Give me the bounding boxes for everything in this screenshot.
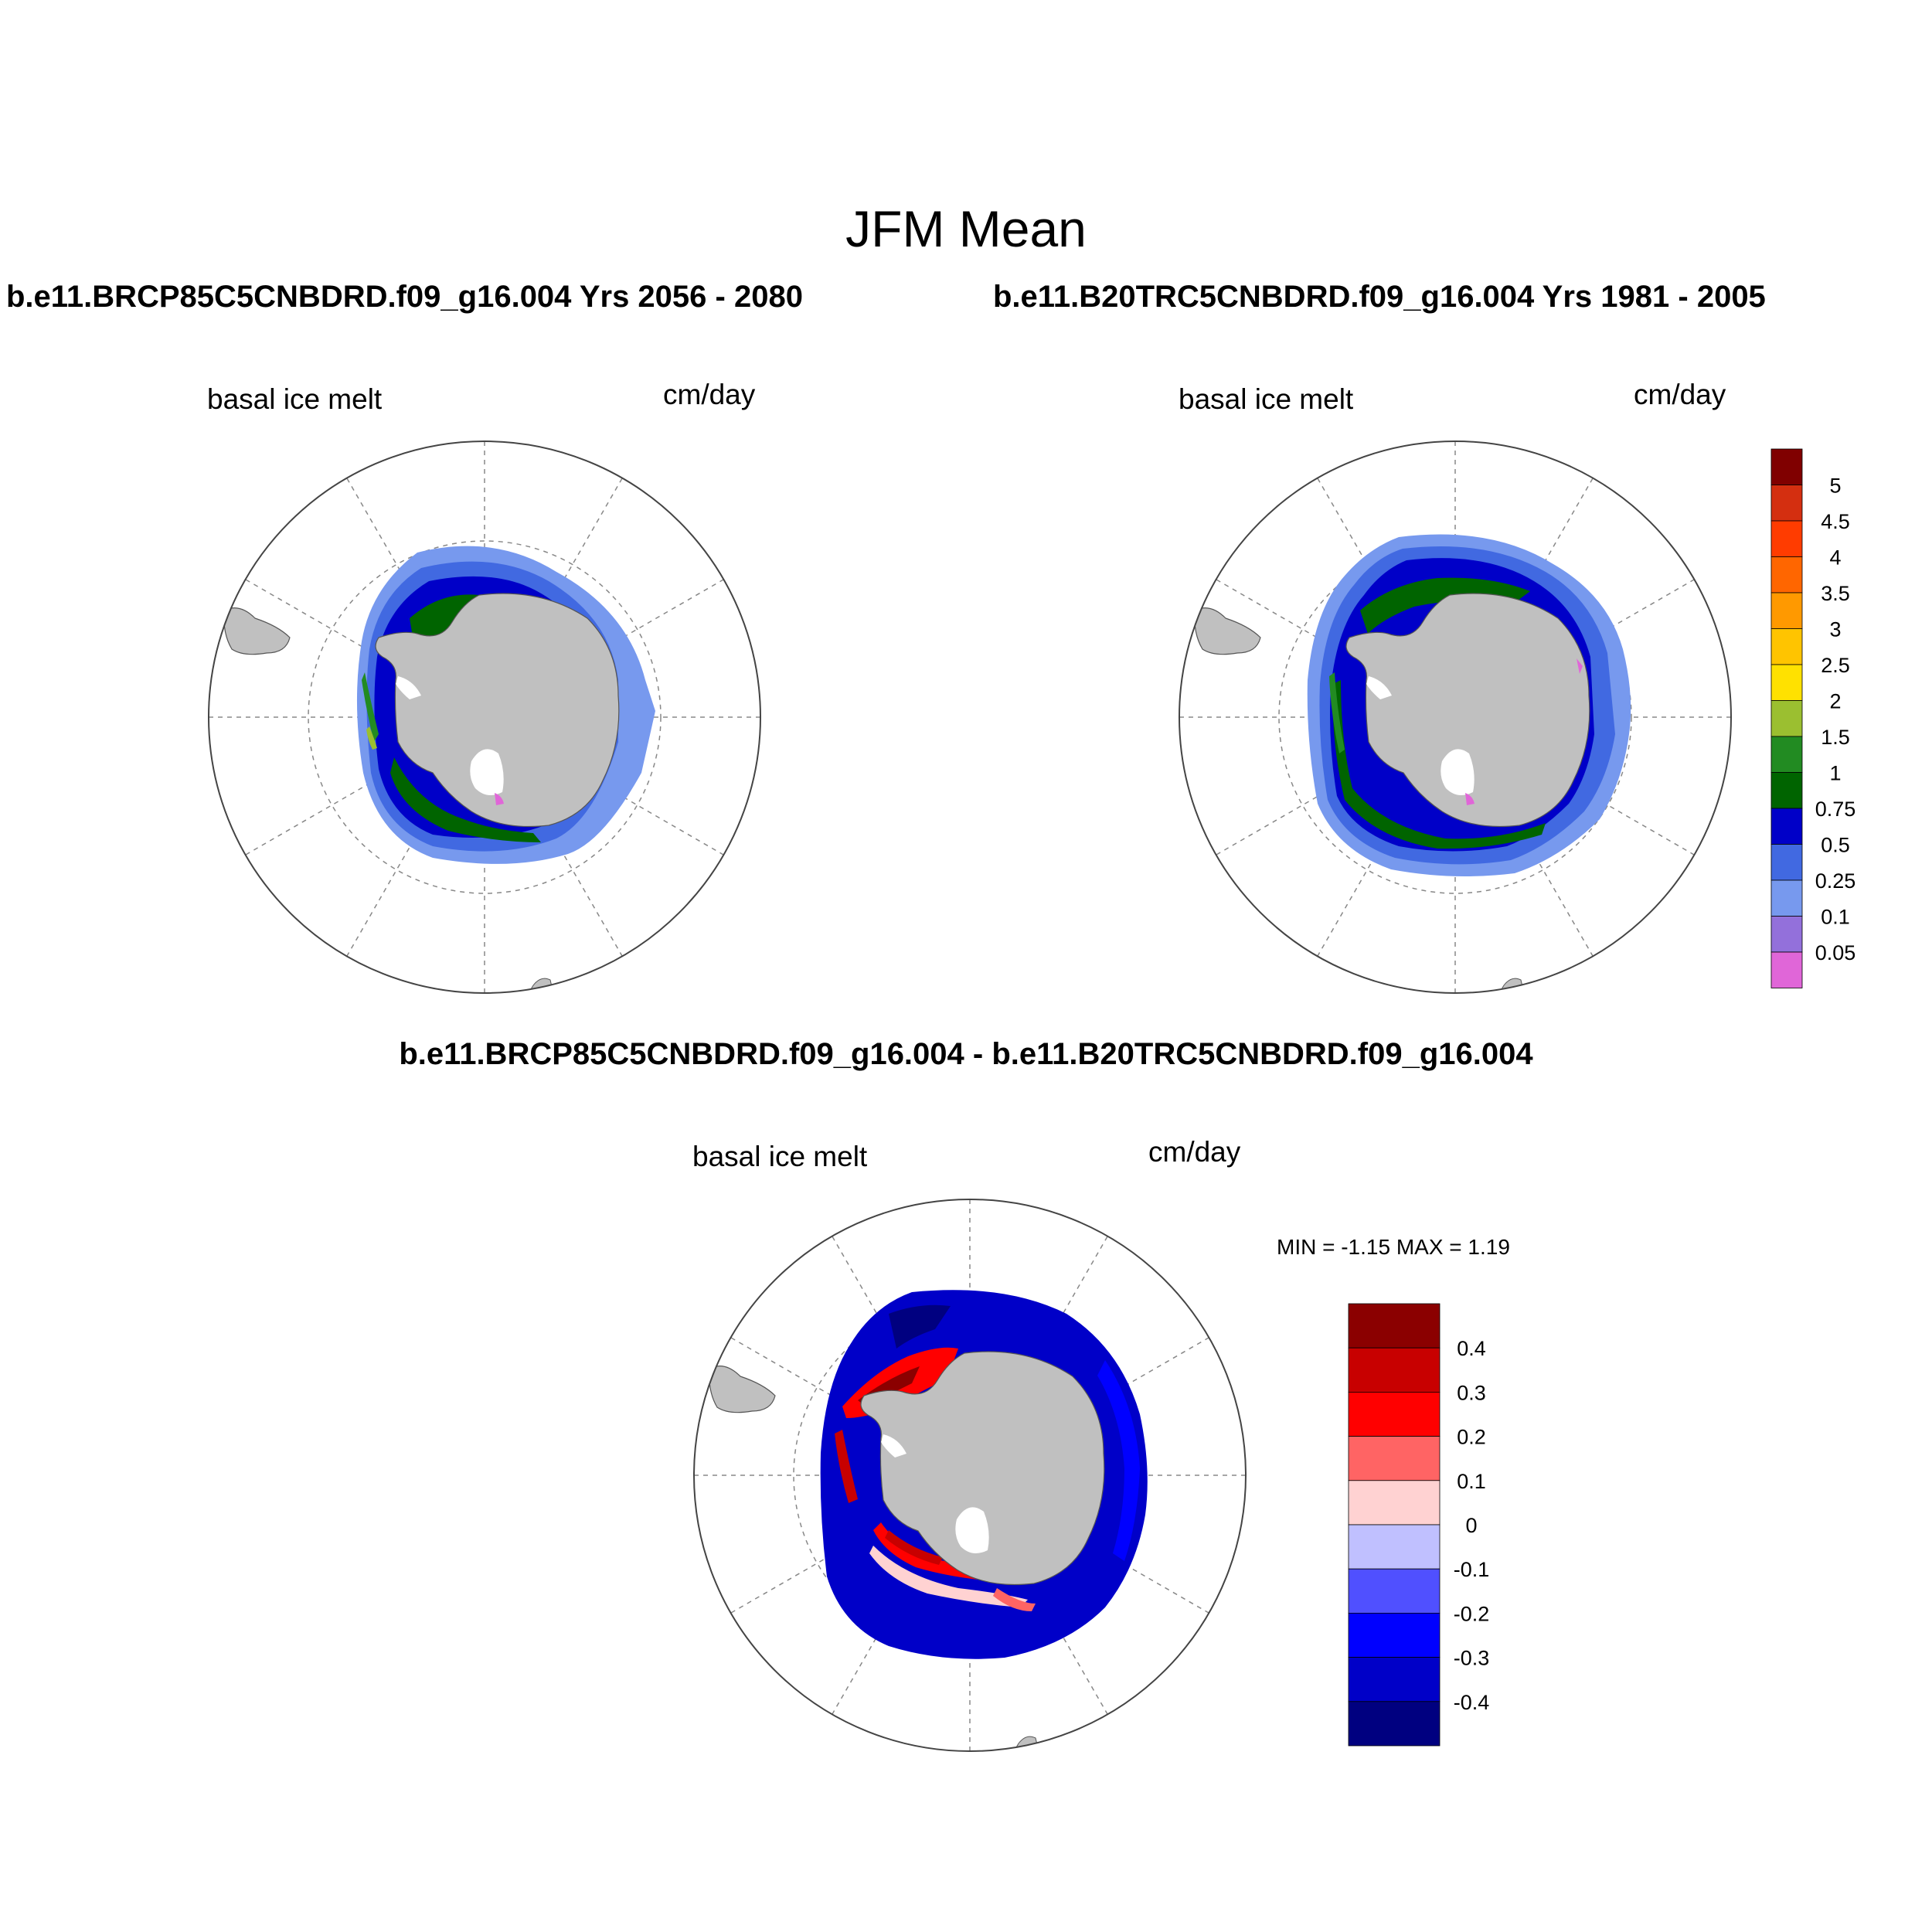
ronne-ice-shelf-b — [1366, 676, 1392, 699]
map-diff-melt-field — [709, 1290, 1148, 1751]
colorbar-diff-box-0 — [1348, 1303, 1440, 1349]
melt-1-patch-2 — [1332, 680, 1546, 849]
colorbar-diff-tick-label: -0.2 — [1454, 1602, 1490, 1625]
panel-a-units-label: cm/day — [663, 379, 756, 410]
colorbar-main-box-2 — [1770, 520, 1803, 557]
panel-a-variable-label: basal ice melt — [207, 383, 383, 415]
colorbar-main-tick-label: 3.5 — [1821, 582, 1850, 605]
min-max-readout: MIN = -1.15 MAX = 1.19 — [1277, 1235, 1510, 1259]
map-a-melt-field — [223, 546, 655, 993]
map-panel-b — [1179, 440, 1732, 994]
colorbar-main-tick-label: 2.5 — [1821, 654, 1850, 677]
colorbar-main-box-0 — [1770, 448, 1803, 485]
colorbar-main: 5 4.5 4 3.5 3 2.5 2 1.5 1 0.75 0.5 0.25 0.1 0.05 — [1770, 448, 1856, 988]
colorbar-main-box-1 — [1770, 485, 1803, 522]
melt-0.05-patch-b — [1465, 793, 1475, 805]
colorbar-main-tick-label: 3 — [1829, 618, 1841, 641]
diff-neg-below-0.4 — [889, 1304, 951, 1349]
south-america-tip-a — [223, 607, 291, 655]
colorbar-diff-box-6 — [1348, 1568, 1440, 1614]
map-diff-border — [693, 1199, 1247, 1752]
colorbar-main-tick-label: 2 — [1829, 690, 1841, 713]
colorbar-main-box-3 — [1770, 556, 1803, 594]
colorbar-diff-tick-label: 0.1 — [1457, 1470, 1486, 1493]
colorbar-diff-box-7 — [1348, 1612, 1440, 1658]
colorbar-main-box-9 — [1770, 772, 1803, 809]
colorbar-main-tick-label: 0.05 — [1815, 941, 1856, 964]
colorbar-main-box-4 — [1770, 592, 1803, 629]
panel-b-units-label: cm/day — [1634, 379, 1726, 410]
colorbar-diff-tick-label: 0.3 — [1457, 1381, 1486, 1404]
map-b-melt-field — [1194, 534, 1631, 993]
colorbar-diff-tick-label: 0.4 — [1457, 1337, 1486, 1360]
colorbar-main-tick-label: 5 — [1829, 474, 1841, 498]
colorbar-diff-tick-label: 0 — [1465, 1514, 1477, 1537]
south-america-tip-diff — [709, 1366, 776, 1413]
melt-1.5-patch — [362, 672, 379, 742]
colorbar-main-tick-label: 0.25 — [1815, 869, 1856, 893]
difference-title: b.e11.BRCP85C5CNBDRD.f09_g16.004 - b.e11… — [399, 1037, 1533, 1071]
case-b-title: b.e11.B20TRC5CNBDRD.f09_g16.004 Yrs 1981… — [993, 280, 1766, 314]
colorbar-main-tick-label: 0.1 — [1821, 906, 1850, 929]
colorbar-main-box-5 — [1770, 628, 1803, 665]
colorbar-diff-tick-label: -0.4 — [1454, 1691, 1490, 1714]
south-america-tip-b — [1194, 607, 1261, 655]
colorbar-main-box-10 — [1770, 808, 1803, 845]
colorbar-main-tick-label: 0.75 — [1815, 798, 1856, 821]
melt-0.05-patch-b2 — [1577, 658, 1583, 674]
colorbar-diff-tick-label: 0.2 — [1457, 1426, 1486, 1449]
colorbar-diff-tick-label: -0.1 — [1454, 1558, 1490, 1581]
map-panel-diff — [693, 1199, 1247, 1752]
colorbar-diff: 0.4 0.3 0.2 0.1 0 -0.1 -0.2 -0.3 -0.4 — [1348, 1303, 1490, 1747]
antarctica-land-b — [1345, 593, 1590, 828]
colorbar-main-box-11 — [1770, 844, 1803, 881]
colorbar-main-box-7 — [1770, 700, 1803, 737]
melt-0.05-patch-a — [495, 793, 504, 805]
ross-ice-shelf-b — [1440, 749, 1475, 795]
colorbar-diff-tick-label: -0.3 — [1454, 1647, 1490, 1670]
melt-2-patch — [366, 726, 377, 750]
ronne-ice-shelf-diff — [881, 1434, 906, 1458]
colorbar-main-box-12 — [1770, 879, 1803, 917]
panel-diff-units-label: cm/day — [1148, 1136, 1241, 1168]
colorbar-main-tick-label: 1.5 — [1821, 726, 1850, 749]
map-a-border — [208, 440, 761, 994]
antarctica-land-a — [375, 593, 620, 828]
diff-pos-0.3-0.4-patch — [835, 1430, 858, 1503]
diff-neg-0.2-0.3 — [1097, 1360, 1140, 1561]
colorbar-diff-box-9 — [1348, 1701, 1440, 1747]
ross-ice-shelf-a — [470, 749, 504, 795]
panel-b-variable-label: basal ice melt — [1179, 383, 1354, 415]
colorbar-main-box-8 — [1770, 736, 1803, 773]
ronne-ice-shelf-a — [396, 676, 421, 699]
figure-title: JFM Mean — [845, 200, 1087, 257]
colorbar-diff-box-3 — [1348, 1436, 1440, 1481]
ross-ice-shelf-diff — [955, 1507, 989, 1553]
colorbar-main-tick-label: 4 — [1829, 546, 1841, 570]
colorbar-diff-box-4 — [1348, 1480, 1440, 1526]
map-panel-a — [208, 440, 761, 994]
case-a-title: b.e11.BRCP85C5CNBDRD.f09_g16.004 Yrs 205… — [6, 280, 803, 314]
colorbar-main-tick-label: 0.5 — [1821, 834, 1850, 857]
colorbar-main-box-13 — [1770, 916, 1803, 953]
colorbar-diff-box-8 — [1348, 1657, 1440, 1702]
melt-1-patch-2 — [390, 757, 541, 842]
colorbar-main-tick-label: 1 — [1829, 762, 1841, 785]
colorbar-diff-box-2 — [1348, 1392, 1440, 1437]
colorbar-diff-box-1 — [1348, 1347, 1440, 1393]
diff-pos-0.3-0.4-patch-2 — [885, 1530, 943, 1565]
melt-1-patch-1 — [1360, 577, 1530, 634]
diff-pos-0.1-0.2-patch — [993, 1588, 1036, 1611]
antarctica-land-diff — [860, 1351, 1105, 1586]
colorbar-main-box-6 — [1770, 664, 1803, 701]
panel-diff-variable-label: basal ice melt — [692, 1141, 868, 1172]
colorbar-diff-box-5 — [1348, 1524, 1440, 1570]
melt-1.5-patch — [1329, 672, 1345, 753]
colorbar-main-box-14 — [1770, 951, 1803, 988]
map-b-border — [1179, 440, 1732, 994]
colorbar-main-tick-label: 4.5 — [1821, 510, 1850, 533]
